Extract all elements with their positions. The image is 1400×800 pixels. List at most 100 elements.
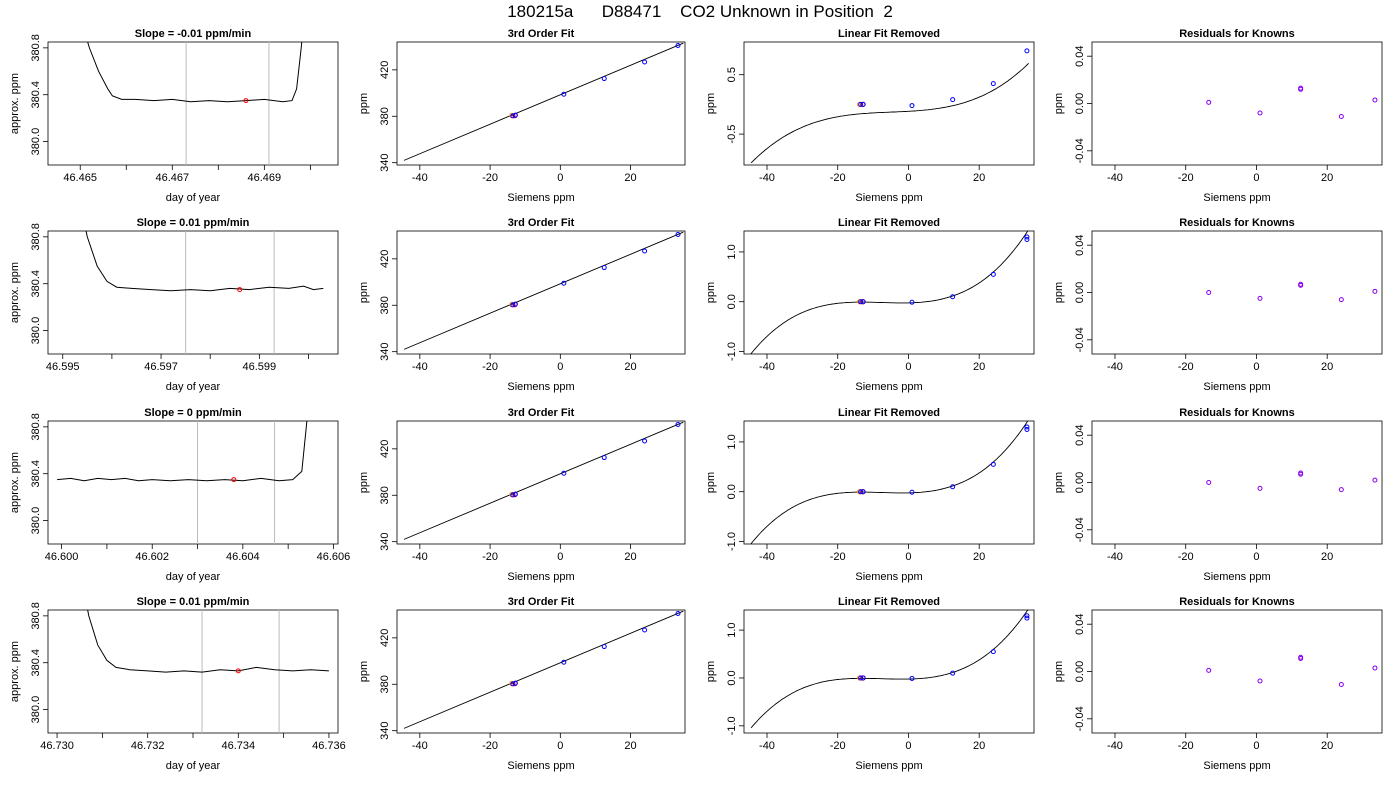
x-tick-label: 20 — [973, 361, 985, 373]
x-axis-label: Siemens ppm — [507, 192, 574, 204]
x-axis-label: day of year — [166, 571, 221, 583]
known-point — [675, 231, 681, 237]
known-point — [950, 97, 956, 103]
residual-point — [1257, 678, 1263, 684]
x-axis-label: Siemens ppm — [507, 760, 574, 772]
x-tick-label: 20 — [1321, 551, 1333, 563]
residual-point — [1372, 288, 1378, 294]
plot-area — [750, 48, 1030, 164]
known-point — [950, 484, 956, 490]
x-tick-label: 0 — [557, 551, 563, 563]
residual-point — [1372, 665, 1378, 671]
x-axis: -40 -20 0 20 Siemens ppm — [412, 733, 637, 772]
y-axis: 380.0 380.4 380.8 approx. ppm — [9, 602, 48, 723]
x-axis-label: day of year — [166, 381, 221, 393]
y-tick-label: 380.8 — [30, 223, 42, 251]
y-axis-label: approx. ppm — [9, 452, 21, 513]
x-tick-label: 20 — [624, 740, 636, 752]
x-tick-label: 20 — [624, 551, 636, 563]
plot-frame — [743, 41, 1035, 166]
panel-3-2: 3rd Order Fit -40 -20 0 20 Siemens ppm 340 380 4… — [358, 407, 686, 583]
x-tick-label: 46.736 — [312, 740, 346, 752]
x-tick-label: 46.465 — [63, 172, 97, 184]
panel-3-4: Residuals for Knowns -40 -20 0 20 Siemens ppm… — [1053, 407, 1383, 583]
plot-area — [403, 231, 684, 350]
residual-point — [1298, 654, 1304, 660]
y-tick-label: 0.0 — [726, 670, 738, 685]
y-axis-label: ppm — [705, 472, 717, 493]
y-tick-label: 380.4 — [30, 270, 42, 298]
y-tick-label: 0.04 — [1074, 45, 1086, 66]
plot-area — [750, 610, 1030, 729]
y-axis-label: ppm — [1053, 93, 1065, 114]
plot-frame — [743, 609, 1035, 734]
x-axis: -40 -20 0 20 Siemens ppm — [412, 165, 637, 204]
panel-1-2: 3rd Order Fit -40 -20 0 20 Siemens ppm 340 380 4… — [358, 28, 686, 204]
known-point — [642, 627, 648, 633]
x-tick-label: 0 — [1253, 172, 1259, 184]
y-tick-label: 380.0 — [30, 507, 42, 535]
x-tick-label: 20 — [1321, 172, 1333, 184]
fit-line — [403, 610, 684, 729]
y-tick-label: 1.0 — [726, 622, 738, 637]
known-point — [512, 491, 518, 497]
x-axis-label: Siemens ppm — [855, 760, 922, 772]
known-point — [1024, 48, 1030, 54]
x-tick-label: 46.469 — [248, 172, 282, 184]
plot-area — [1206, 281, 1378, 303]
panel-2-4: Residuals for Knowns -40 -20 0 20 Siemens ppm… — [1053, 217, 1383, 393]
y-axis-label: approx. ppm — [9, 641, 21, 702]
x-axis: -40 -20 0 20 Siemens ppm — [759, 544, 985, 583]
fit-line — [403, 421, 684, 540]
panel-4-4: Residuals for Knowns -40 -20 0 20 Siemens ppm… — [1053, 596, 1383, 772]
residual-point — [1206, 290, 1212, 295]
known-point — [909, 299, 915, 305]
x-tick-label: 0 — [905, 172, 911, 184]
known-point — [510, 492, 516, 498]
x-axis-label: Siemens ppm — [855, 192, 922, 204]
plot-area — [403, 610, 684, 729]
panel-2-2: 3rd Order Fit -40 -20 0 20 Siemens ppm 340 380 4… — [358, 217, 686, 393]
known-point — [510, 681, 516, 687]
x-tick-label: -40 — [759, 551, 775, 563]
panel-2-1: Slope = 0.01 ppm/min 46.595 46.597 46.599 da… — [9, 217, 339, 393]
x-tick-label: -20 — [1178, 172, 1194, 184]
x-tick-label: 20 — [973, 740, 985, 752]
y-tick-label: 1.0 — [726, 434, 738, 449]
x-tick-label: -40 — [759, 361, 775, 373]
panel-title: Linear Fit Removed — [838, 217, 940, 229]
plot-area — [750, 421, 1030, 544]
x-axis: -40 -20 0 20 Siemens ppm — [412, 544, 637, 583]
plot-area — [85, 231, 324, 354]
figure-title: 180215a D88471 CO2 Unknown in Position 2 — [507, 2, 893, 21]
y-axis: 380.0 380.4 380.8 approx. ppm — [9, 223, 48, 344]
y-tick-label: 380 — [379, 486, 391, 504]
y-tick-label: -1.0 — [726, 532, 738, 551]
x-tick-label: 0 — [557, 172, 563, 184]
x-tick-label: -40 — [1107, 551, 1123, 563]
x-axis-label: Siemens ppm — [507, 381, 574, 393]
known-point — [561, 470, 567, 476]
x-tick-label: -40 — [412, 361, 428, 373]
plot-frame — [743, 420, 1035, 545]
known-point — [860, 675, 866, 681]
y-tick-label: 340 — [379, 342, 391, 360]
y-tick-label: 0.00 — [1074, 282, 1086, 303]
residual-point — [1206, 667, 1212, 673]
x-tick-label: 46.734 — [221, 740, 255, 752]
x-tick-label: 46.599 — [243, 361, 277, 373]
x-tick-label: -40 — [1107, 361, 1123, 373]
panel-title: 3rd Order Fit — [508, 596, 575, 608]
y-tick-label: 380 — [379, 675, 391, 693]
y-axis-label: ppm — [705, 661, 717, 682]
residual-point — [1206, 480, 1212, 485]
x-axis-label: Siemens ppm — [507, 571, 574, 583]
x-axis-label: Siemens ppm — [1203, 760, 1270, 772]
x-axis: 46.600 46.602 46.604 46.606 day of year — [45, 544, 350, 583]
x-tick-label: 46.595 — [46, 361, 80, 373]
plot-area — [750, 231, 1030, 354]
panel-4-2: 3rd Order Fit -40 -20 0 20 Siemens ppm 340 380 4… — [358, 596, 686, 772]
y-axis-label: ppm — [358, 282, 370, 303]
x-axis: -40 -20 0 20 Siemens ppm — [759, 354, 985, 393]
